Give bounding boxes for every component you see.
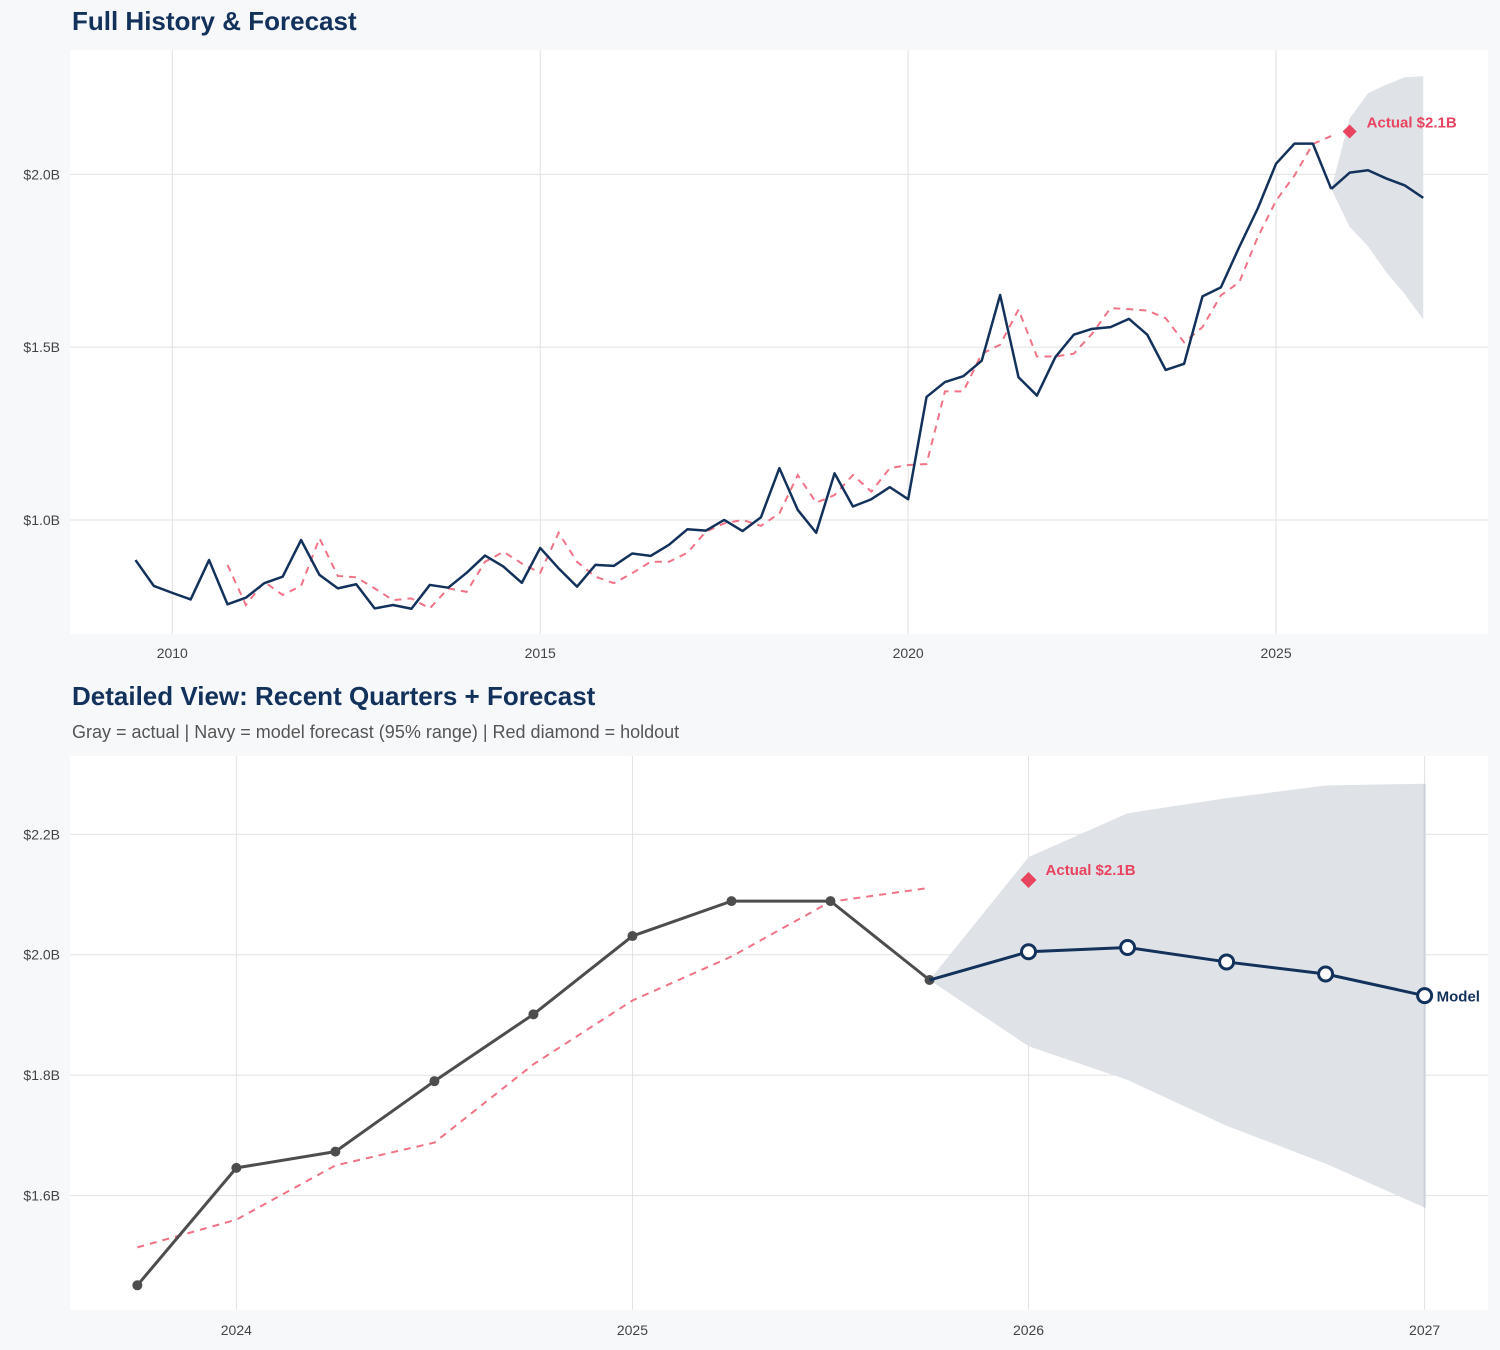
holdout-label: Actual $2.1B <box>1046 862 1136 879</box>
x-tick-label: 2020 <box>893 645 924 661</box>
bottom-chart-subtitle: Gray = actual | Navy = model forecast (9… <box>72 722 680 742</box>
holdout-diamond-marker <box>1020 872 1037 889</box>
holdout-diamond-marker <box>1342 124 1357 139</box>
x-tick-label: 2010 <box>157 645 188 661</box>
forecast-mean-line <box>929 945 1425 998</box>
forecast-95-range-band <box>929 783 1425 1208</box>
forecast-point <box>1416 987 1434 1005</box>
actual-point <box>825 896 836 907</box>
actual-point <box>330 1146 341 1157</box>
y-tick-label: $1.5B <box>23 339 60 355</box>
x-tick-label: 2027 <box>1409 1322 1440 1338</box>
detailed-view-chart: 2024 2025 2026 2027 $1.6B $1.8B $2.0B $2.2B Mode… <box>23 756 1488 1338</box>
actual-point <box>528 1009 539 1020</box>
x-tick-label: 2025 <box>1260 645 1291 661</box>
actual-point <box>726 896 737 907</box>
top-chart-title: Full History & Forecast <box>72 6 357 36</box>
actual-line <box>134 142 1333 611</box>
plot-area <box>70 50 1488 634</box>
actual-point <box>231 1162 242 1173</box>
y-tick-label: $2.2B <box>23 826 60 842</box>
y-tick-label: $2.0B <box>23 947 60 963</box>
actual-point <box>132 1280 143 1291</box>
forecast-point <box>1218 953 1236 971</box>
forecast-95-range-band <box>1331 76 1424 320</box>
actual-point <box>627 931 638 942</box>
forecast-point <box>1317 965 1335 983</box>
model-label: Model <box>1437 989 1480 1006</box>
forecast-mean-line <box>1330 169 1424 199</box>
full-history-chart: 2010 2015 2020 2025 $1.0B $1.5B $2.0B Actual $2… <box>23 50 1488 661</box>
x-tick-label: 2015 <box>525 645 556 661</box>
x-tick-label: 2025 <box>617 1322 648 1338</box>
forecast-point <box>1119 938 1137 956</box>
y-tick-label: $1.6B <box>23 1188 60 1204</box>
x-tick-label: 2024 <box>221 1322 252 1338</box>
forecast-point <box>1020 943 1038 961</box>
y-tick-label: $1.0B <box>23 512 60 528</box>
fitted-dashed-line <box>226 135 1332 610</box>
y-tick-label: $2.0B <box>23 166 60 182</box>
holdout-label: Actual $2.1B <box>1367 115 1457 132</box>
fitted-dashed-line <box>137 886 930 1249</box>
x-tick-label: 2026 <box>1013 1322 1044 1338</box>
actual-point <box>429 1076 440 1087</box>
y-tick-label: $1.8B <box>23 1067 60 1083</box>
bottom-chart-title: Detailed View: Recent Quarters + Forecas… <box>72 681 596 711</box>
